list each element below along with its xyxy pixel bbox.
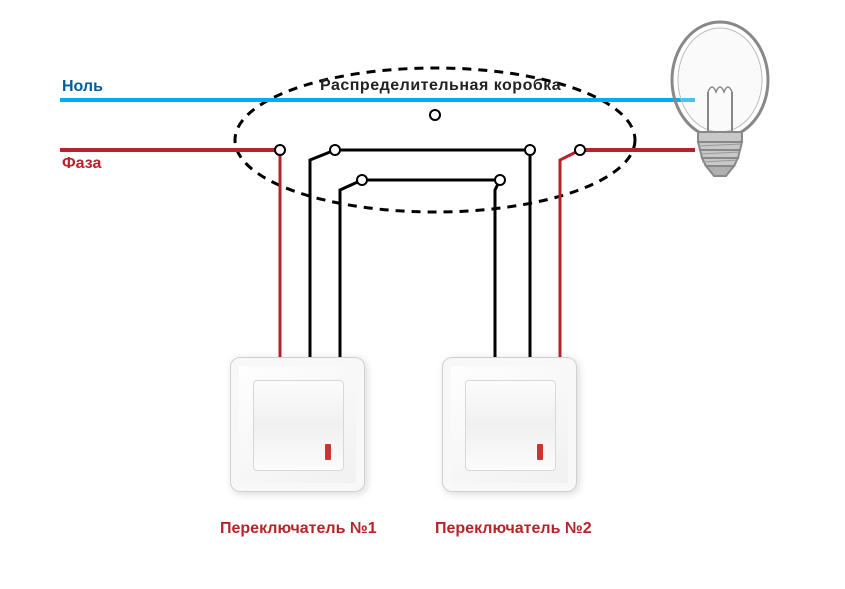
switch2-label: Переключатель №2 xyxy=(435,520,592,538)
three-way-switch-1 xyxy=(230,357,365,492)
switch-indicator-icon xyxy=(325,444,331,460)
three-way-switch-2 xyxy=(442,357,577,492)
junction-node xyxy=(574,144,586,156)
junction-node xyxy=(356,174,368,186)
switch-rocker xyxy=(253,380,344,471)
switch-indicator-icon xyxy=(537,444,543,460)
junction-node xyxy=(494,174,506,186)
junction-node xyxy=(524,144,536,156)
phase-label: Фаза xyxy=(62,155,101,173)
junction-node xyxy=(429,109,441,121)
neutral-label: Ноль xyxy=(62,78,103,96)
junction-node xyxy=(274,144,286,156)
switch-rocker xyxy=(465,380,556,471)
switch1-label: Переключатель №1 xyxy=(220,520,377,538)
light-bulb-icon xyxy=(672,22,768,176)
junction-node xyxy=(329,144,341,156)
junction-box-label: Распределительная коробка xyxy=(320,77,561,95)
